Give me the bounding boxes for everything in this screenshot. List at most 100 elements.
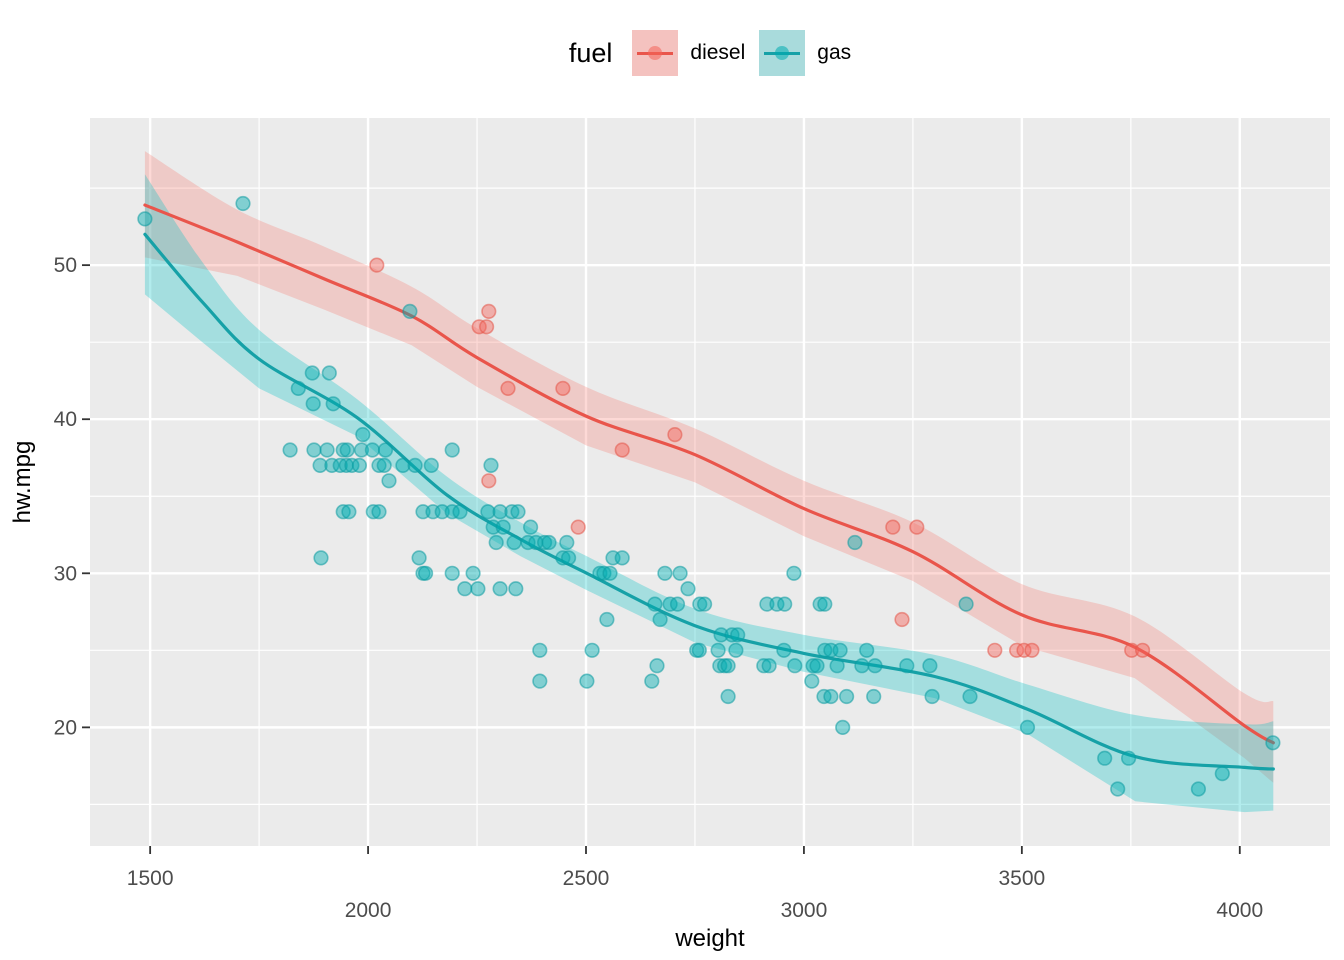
data-point-gas	[804, 673, 820, 689]
data-point-diesel	[614, 442, 630, 458]
data-point-gas	[652, 611, 668, 628]
data-point-gas	[817, 596, 833, 612]
data-point-gas	[866, 688, 882, 705]
x-tick-label: 1500	[127, 867, 174, 890]
data-point-gas	[761, 658, 777, 674]
data-point-gas	[444, 565, 460, 581]
data-point-diesel	[500, 380, 516, 397]
data-point-gas	[381, 473, 397, 489]
data-point-gas	[321, 365, 337, 381]
legend: fuel diesel gas	[90, 24, 1330, 82]
data-point-diesel	[987, 642, 1003, 658]
smooth-line-diesel	[143, 203, 1275, 745]
y-axis-title: hw.mpg	[9, 441, 36, 524]
data-point-gas	[536, 534, 553, 551]
data-point-diesel	[555, 380, 571, 397]
data-point-gas	[423, 457, 439, 474]
data-point-gas	[452, 504, 468, 520]
data-point-gas	[579, 673, 595, 689]
data-point-gas	[520, 534, 536, 551]
data-point-diesel	[894, 611, 910, 628]
data-point-gas	[835, 719, 851, 736]
data-point-gas	[470, 581, 486, 597]
data-point-gas	[680, 581, 696, 597]
data-point-gas	[713, 627, 729, 643]
data-point-gas	[730, 627, 746, 643]
data-point-gas	[532, 673, 548, 689]
data-point-gas	[769, 596, 785, 612]
data-point-gas	[341, 504, 357, 520]
data-point-gas	[339, 442, 355, 458]
data-point-gas	[407, 457, 423, 474]
data-point-gas	[712, 658, 728, 674]
data-point-gas	[657, 565, 673, 581]
data-point-gas	[847, 534, 863, 551]
gas-key-point-icon	[775, 46, 790, 60]
data-point-gas	[335, 442, 351, 458]
data-point-gas	[444, 504, 460, 520]
data-point-gas	[560, 550, 577, 566]
data-point-diesel	[909, 519, 925, 535]
data-point-gas	[465, 565, 481, 581]
confidence-ribbon-diesel	[144, 151, 1274, 783]
legend-entry-gas: gas	[759, 30, 851, 76]
data-point-gas	[962, 688, 978, 705]
data-point-gas	[510, 504, 526, 520]
data-point-gas	[1110, 781, 1126, 797]
legend-key-gas-icon	[759, 30, 806, 76]
data-point-gas	[787, 658, 803, 674]
x-tick-label: 2500	[563, 867, 610, 890]
data-point-gas	[720, 688, 736, 705]
data-point-gas	[319, 442, 335, 458]
data-point-gas	[649, 658, 665, 674]
data-point-gas	[669, 596, 686, 612]
data-point-gas	[1120, 750, 1137, 766]
x-tick-label: 3500	[998, 867, 1045, 890]
data-point-diesel	[369, 257, 385, 273]
x-tick-label: 2000	[345, 899, 392, 922]
data-point-gas	[559, 534, 575, 551]
data-point-gas	[958, 596, 974, 612]
data-point-gas	[672, 565, 688, 581]
data-point-gas	[647, 596, 663, 612]
data-point-gas	[395, 457, 411, 474]
data-point-gas	[522, 519, 539, 535]
data-point-diesel	[1124, 642, 1140, 658]
data-point-gas	[312, 457, 328, 474]
data-point-gas	[691, 642, 707, 658]
data-point-gas	[508, 581, 524, 597]
data-point-diesel	[570, 519, 586, 535]
data-point-gas	[402, 303, 418, 320]
data-point-gas	[541, 534, 557, 551]
data-point-gas	[1190, 781, 1206, 797]
legend-title: fuel	[568, 37, 613, 68]
data-point-gas	[832, 642, 848, 658]
data-point-gas	[724, 627, 740, 643]
legend-key-diesel-icon	[632, 30, 679, 76]
data-point-gas	[495, 519, 511, 535]
data-point-gas	[1265, 735, 1281, 751]
data-point-gas	[325, 396, 341, 412]
legend-label-diesel: diesel	[690, 41, 746, 64]
data-point-gas	[532, 642, 548, 658]
data-point-gas	[720, 658, 736, 674]
data-point-gas	[812, 596, 828, 612]
data-point-gas	[829, 658, 845, 674]
data-point-gas	[922, 658, 938, 674]
data-point-diesel	[481, 473, 497, 489]
data-point-gas	[644, 673, 660, 689]
data-point-diesel	[885, 519, 901, 535]
data-point-gas	[805, 658, 821, 674]
data-point-gas	[823, 688, 839, 705]
data-point-gas	[786, 565, 802, 581]
data-point-gas	[377, 442, 394, 458]
x-axis-title: weight	[674, 925, 745, 952]
data-point-gas	[290, 380, 306, 397]
data-point-gas	[756, 658, 772, 674]
data-point-gas	[696, 596, 713, 612]
data-point-gas	[854, 658, 870, 674]
data-point-gas	[353, 442, 370, 458]
x-tick-label: 3000	[781, 899, 828, 922]
